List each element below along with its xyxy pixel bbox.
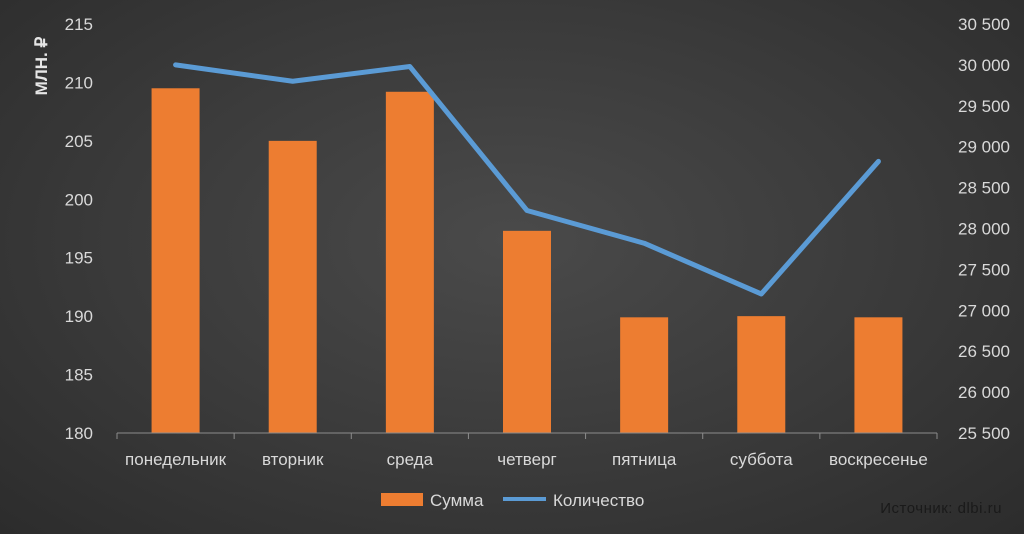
category-label: среда xyxy=(387,450,434,469)
category-labels: понедельник вторник среда четверг пятница суб… xyxy=(125,450,928,469)
bar xyxy=(268,140,317,433)
y2-tick-label: 30 500 xyxy=(958,15,1010,34)
category-label: суббота xyxy=(730,450,793,469)
bar xyxy=(503,230,551,433)
right-axis-ticks: 25 500 26 000 26 500 27 000 27 500 28 000 28 5… xyxy=(958,15,1010,443)
y-axis-title: МЛН. ₽ xyxy=(32,37,51,96)
count-line xyxy=(173,62,881,297)
y-tick-label: 205 xyxy=(65,132,93,151)
y-tick-label: 185 xyxy=(65,366,93,385)
legend-label-sum: Сумма xyxy=(430,491,484,510)
y-tick-label: 180 xyxy=(65,424,93,443)
y2-tick-label: 30 000 xyxy=(958,56,1010,75)
y2-tick-label: 28 000 xyxy=(958,220,1010,239)
y2-tick-label: 29 500 xyxy=(958,97,1010,116)
y-tick-label: 195 xyxy=(65,249,93,268)
category-label: четверг xyxy=(497,450,556,469)
bar xyxy=(854,317,903,433)
bar xyxy=(385,91,434,433)
legend: Сумма Количество xyxy=(381,491,644,510)
y2-tick-label: 29 000 xyxy=(958,138,1010,157)
legend-label-count: Количество xyxy=(553,491,644,510)
category-label: понедельник xyxy=(125,450,227,469)
bar xyxy=(620,317,669,433)
x-axis xyxy=(116,432,938,439)
left-axis-ticks: 180 185 190 195 200 205 210 215 xyxy=(65,15,93,443)
bar-series xyxy=(151,88,903,434)
bar xyxy=(737,316,786,433)
y-tick-label: 215 xyxy=(65,15,93,34)
y2-tick-label: 26 500 xyxy=(958,342,1010,361)
category-label: пятница xyxy=(612,450,677,469)
y2-tick-label: 27 500 xyxy=(958,260,1010,279)
line-series xyxy=(173,62,881,297)
y2-tick-label: 26 000 xyxy=(958,383,1010,402)
y2-tick-label: 25 500 xyxy=(958,424,1010,443)
y2-tick-label: 28 500 xyxy=(958,179,1010,198)
bar xyxy=(151,88,200,434)
category-label: воскресенье xyxy=(829,450,928,469)
y2-tick-label: 27 000 xyxy=(958,301,1010,320)
y-tick-label: 210 xyxy=(65,73,93,92)
source-note: Источник: dlbi.ru xyxy=(880,500,1002,517)
y-tick-label: 190 xyxy=(65,307,93,326)
category-label: вторник xyxy=(262,450,324,469)
legend-swatch-sum xyxy=(381,493,423,506)
y-tick-label: 200 xyxy=(65,190,93,209)
